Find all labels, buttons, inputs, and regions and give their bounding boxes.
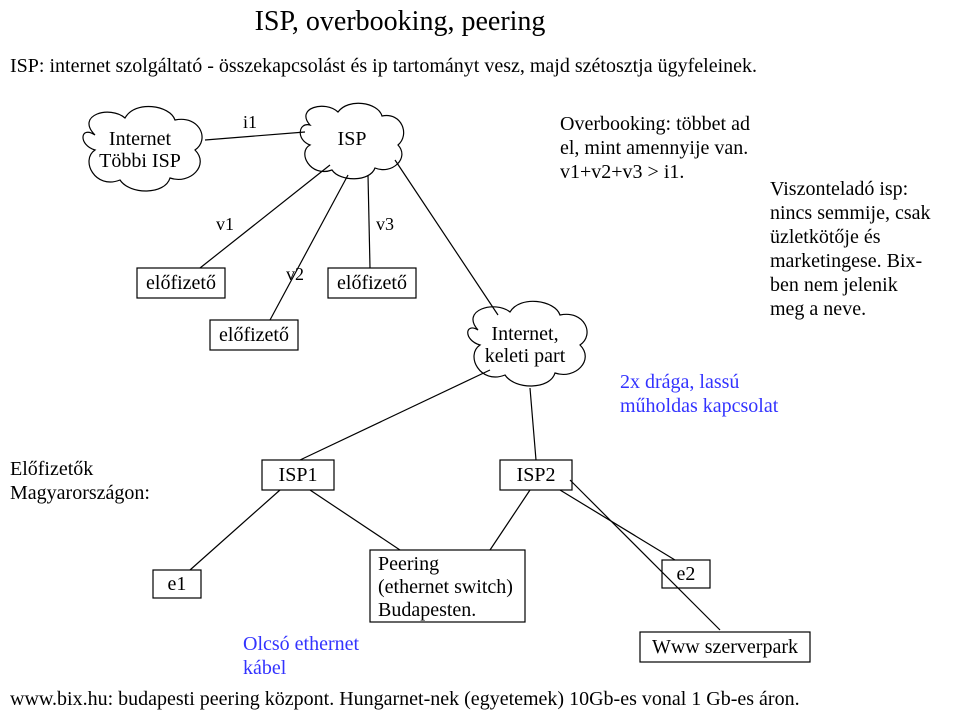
edge-i1 <box>205 132 305 140</box>
viszontelado-l1: Viszonteladó isp: <box>770 178 908 200</box>
viszontelado-l3: üzletkötője és <box>770 226 881 248</box>
e1-box: e1 <box>153 570 201 598</box>
page-title: ISP, overbooking, peering <box>255 6 546 37</box>
e2-box: e2 <box>662 560 710 588</box>
satellite-l1: 2x drága, lassú <box>620 371 739 393</box>
edge-isp1-e1 <box>190 490 280 570</box>
szerverpark-box: Www szerverpark <box>640 632 810 662</box>
e2-label: e2 <box>677 563 696 585</box>
edge-isp2-szerverpark <box>570 480 720 630</box>
hungary-label-l1: Előfizetők <box>10 458 93 480</box>
edge-v1-label: v1 <box>216 214 234 234</box>
cloud-internet-keleti-l2: keleti part <box>485 345 566 367</box>
subscriber-3: előfizető <box>328 268 416 298</box>
viszontelado-l4: marketingese. Bix- <box>770 250 922 272</box>
edge-isp2-keleti <box>530 388 536 460</box>
diagram-canvas: ISP, overbooking, peering ISP: internet … <box>0 0 960 722</box>
cloud-internet-tobbi-l2: Többi ISP <box>99 150 181 172</box>
edge-isp1-keleti <box>300 370 490 460</box>
cloud-isp: ISP <box>300 103 403 178</box>
edge-v2-label: v2 <box>286 264 304 284</box>
isp2-label: ISP2 <box>517 464 556 486</box>
e1-label: e1 <box>168 573 187 595</box>
subscriber-2: előfizető <box>210 320 298 350</box>
peering-l1: Peering <box>378 553 439 575</box>
edge-v3 <box>368 175 370 268</box>
edge-isp2-peering <box>490 490 530 550</box>
satellite-l2: műholdas kapcsolat <box>620 395 779 417</box>
isp2-box: ISP2 <box>500 460 572 490</box>
cloud-internet-tobbi-l1: Internet <box>109 128 172 150</box>
overbooking-l3: v1+v2+v3 > i1. <box>560 161 684 183</box>
edge-isp-keleti <box>395 160 498 315</box>
isp1-box: ISP1 <box>262 460 334 490</box>
viszontelado-l5: ben nem jelenik <box>770 274 898 296</box>
olcso-l1: Olcsó ethernet <box>243 633 360 655</box>
olcso-l2: kábel <box>243 657 287 679</box>
subscriber-1: előfizető <box>137 268 225 298</box>
footer-text: www.bix.hu: budapesti peering központ. H… <box>10 688 800 710</box>
peering-l2: (ethernet switch) <box>378 576 513 598</box>
edge-isp1-peering <box>310 490 400 550</box>
edge-isp2-e2 <box>560 490 675 560</box>
cloud-internet-keleti: Internet, keleti part <box>468 301 587 386</box>
viszontelado-l2: nincs semmije, csak <box>770 202 931 224</box>
cloud-internet-keleti-l1: Internet, <box>491 323 558 345</box>
peering-l3: Budapesten. <box>378 599 476 621</box>
subscriber-2-label: előfizető <box>219 324 289 346</box>
hungary-label-l2: Magyarországon: <box>10 482 150 504</box>
overbooking-l2: el, mint amennyije van. <box>560 137 748 159</box>
peering-box: Peering (ethernet switch) Budapesten. <box>370 550 525 622</box>
subscriber-1-label: előfizető <box>146 272 216 294</box>
page-subtitle: ISP: internet szolgáltató - összekapcsol… <box>10 55 757 77</box>
viszontelado-l6: meg a neve. <box>770 298 866 320</box>
overbooking-l1: Overbooking: többet ad <box>560 113 750 135</box>
cloud-isp-label: ISP <box>338 128 367 150</box>
subscriber-3-label: előfizető <box>337 272 407 294</box>
edge-v3-label: v3 <box>376 214 394 234</box>
cloud-internet-tobbi: Internet Többi ISP <box>83 106 202 191</box>
edge-i1-label: i1 <box>243 112 257 132</box>
isp1-label: ISP1 <box>279 464 318 486</box>
szerverpark-label: Www szerverpark <box>652 636 798 658</box>
